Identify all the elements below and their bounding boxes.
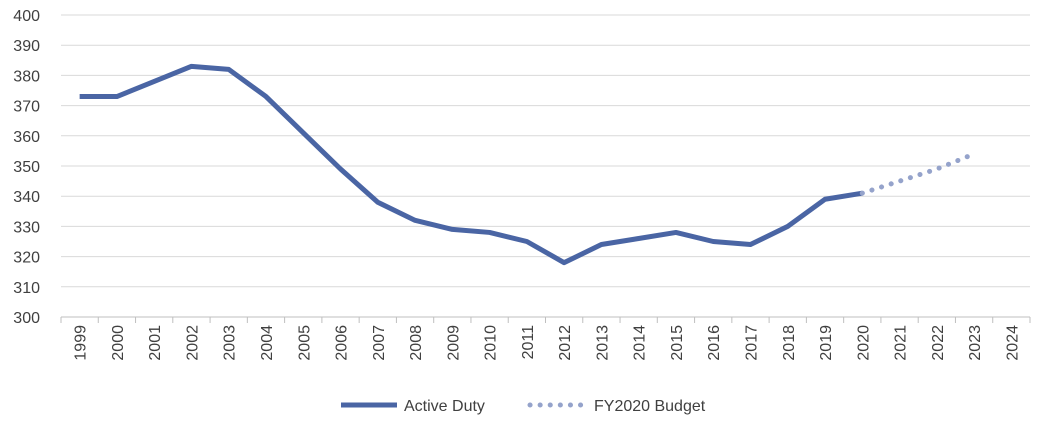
x-tick-label-2018: 2018 xyxy=(781,325,798,361)
y-tick-label-310: 310 xyxy=(13,280,40,297)
y-tick-label-360: 360 xyxy=(13,129,40,146)
gridlines xyxy=(61,14,1030,318)
x-tick-label-2013: 2013 xyxy=(594,325,611,361)
series-line-active-duty xyxy=(79,63,863,266)
y-tick-label-350: 350 xyxy=(13,159,40,176)
x-tick-label-2006: 2006 xyxy=(334,325,351,361)
x-tick-label-2019: 2019 xyxy=(818,325,835,361)
x-tick-label-2004: 2004 xyxy=(259,325,276,361)
y-tick-label-390: 390 xyxy=(13,38,40,55)
x-tick-label-2024: 2024 xyxy=(1004,325,1021,361)
x-axis xyxy=(60,316,1031,323)
x-tick-label-2005: 2005 xyxy=(296,325,313,361)
x-tick-label-2015: 2015 xyxy=(669,325,686,361)
x-tick-label-2000: 2000 xyxy=(110,325,127,361)
legend-label-active-duty: Active Duty xyxy=(404,398,485,415)
y-tick-label-370: 370 xyxy=(13,99,40,116)
y-tick-label-380: 380 xyxy=(13,68,40,85)
x-tick-label-2010: 2010 xyxy=(483,325,500,361)
y-tick-label-340: 340 xyxy=(13,189,40,206)
x-tick-label-2021: 2021 xyxy=(893,325,910,361)
x-tick-label-2023: 2023 xyxy=(967,325,984,361)
x-tick-label-2008: 2008 xyxy=(408,325,425,361)
y-tick-label-300: 300 xyxy=(13,310,40,327)
x-tick-label-2012: 2012 xyxy=(557,325,574,361)
x-tick-label-2022: 2022 xyxy=(930,325,947,361)
series-line-fy2020-budget xyxy=(859,151,977,196)
legend-label-fy2020-budget: FY2020 Budget xyxy=(594,398,706,415)
x-tick-label-2003: 2003 xyxy=(222,325,239,361)
x-tick-label-1999: 1999 xyxy=(73,325,90,361)
x-tick-label-2001: 2001 xyxy=(147,325,164,361)
x-tick-label-2016: 2016 xyxy=(706,325,723,361)
x-axis-tick-labels: 1999 2000 2001 2002 2003 2004 2005 2006 2007 2008… xyxy=(73,325,1022,361)
x-tick-label-2009: 2009 xyxy=(445,325,462,361)
y-tick-label-330: 330 xyxy=(13,219,40,236)
x-tick-label-2011: 2011 xyxy=(520,325,537,360)
x-tick-label-2014: 2014 xyxy=(632,325,649,361)
y-tick-label-320: 320 xyxy=(13,250,40,267)
legend: Active Duty FY2020 Budget xyxy=(341,398,706,415)
y-axis-tick-labels: 300 310 320 330 340 350 360 370 380 390 400 xyxy=(13,8,40,327)
x-tick-label-2017: 2017 xyxy=(743,325,760,361)
series-lines xyxy=(79,63,977,266)
x-tick-label-2020: 2020 xyxy=(855,325,872,361)
x-tick-label-2002: 2002 xyxy=(184,325,201,361)
y-tick-label-400: 400 xyxy=(13,8,40,25)
x-tick-label-2007: 2007 xyxy=(371,325,388,361)
